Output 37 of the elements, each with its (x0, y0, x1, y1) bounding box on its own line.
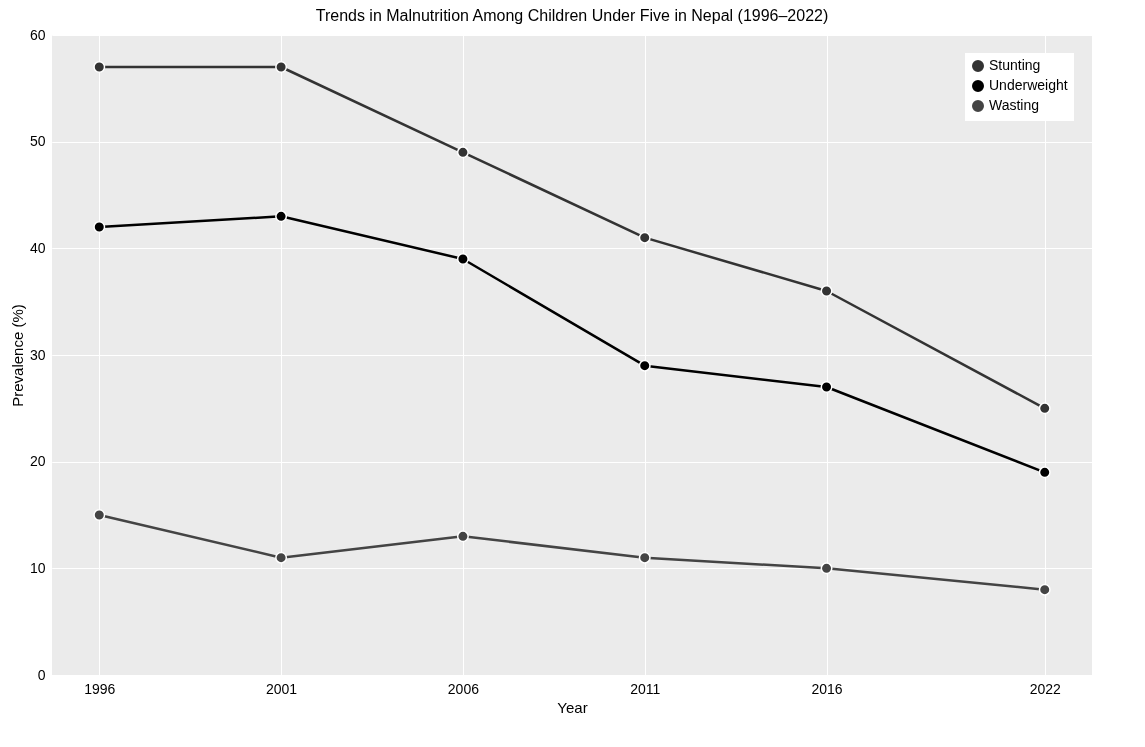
y-tick-label: 10 (29, 559, 46, 576)
point (93, 61, 106, 73)
point (820, 381, 833, 393)
y-tick-label: 20 (29, 453, 46, 470)
x-tick-label: 2011 (630, 680, 661, 697)
x-tick-label: 1996 (84, 680, 116, 697)
legend-label: Stunting (989, 57, 1041, 73)
legend-label: Wasting (989, 97, 1040, 113)
point (275, 210, 288, 223)
point (638, 551, 651, 564)
y-tick-label: 30 (29, 346, 46, 363)
x-tick-label: 2022 (1029, 680, 1062, 697)
point (275, 61, 288, 73)
point (638, 231, 651, 244)
y-tick-label: 60 (29, 26, 46, 43)
x-tick-label: 2001 (266, 680, 298, 697)
point (456, 530, 469, 543)
y-tick-label: 40 (29, 239, 46, 256)
y-tick-label: 0 (37, 666, 46, 683)
y-tick-label: 50 (29, 133, 46, 150)
x-axis-title: Year (557, 698, 588, 716)
point (456, 146, 469, 159)
point (820, 562, 833, 575)
point (1038, 583, 1051, 596)
x-tick-label: 2016 (811, 680, 843, 697)
y-axis-title: Prevalence (%) (8, 304, 26, 407)
point (93, 509, 106, 521)
point (638, 359, 651, 372)
point (1038, 466, 1051, 479)
legend-label: Underweight (989, 77, 1068, 93)
point (93, 221, 106, 233)
point (1038, 402, 1051, 415)
point (275, 551, 288, 564)
chart-title: Trends in Malnutrition Among Children Under Five in Nepal (1996–2022) (315, 7, 829, 24)
x-tick-label: 2006 (447, 680, 480, 697)
point (456, 253, 469, 265)
point (820, 285, 833, 297)
